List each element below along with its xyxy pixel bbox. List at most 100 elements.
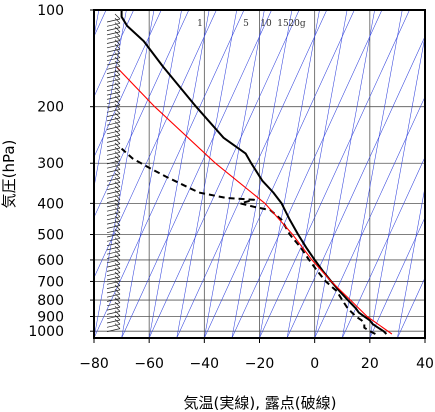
wind-barb-flag — [114, 125, 121, 132]
wind-barb-flag — [114, 280, 121, 286]
wind-barb — [106, 259, 121, 264]
wind-barb — [106, 237, 121, 242]
wind-barb — [106, 104, 121, 109]
mixing-ratio-line — [286, 10, 348, 338]
wind-barb — [106, 156, 121, 160]
mixing-ratio-line — [424, 336, 425, 338]
wind-barb — [106, 293, 121, 298]
wind-barb-flag — [114, 310, 121, 316]
wind-barb — [106, 160, 121, 165]
wind-barb-flag — [114, 147, 121, 153]
x-tick-label: 20 — [361, 356, 379, 372]
wind-barb-flag — [114, 319, 121, 325]
wind-barb-flag — [114, 18, 121, 24]
wind-barb-flag — [114, 108, 121, 114]
isotherm-line — [94, 10, 190, 219]
wind-barb-flag — [114, 35, 121, 41]
mixing-ratio-line — [94, 10, 127, 189]
wind-barb-flag — [114, 13, 121, 20]
wind-barb — [106, 319, 121, 324]
wind-barb-flag — [114, 211, 121, 218]
wind-barb — [106, 35, 121, 40]
wind-barb — [106, 289, 121, 294]
wind-barb-flag — [114, 284, 121, 291]
wind-barb-flag — [114, 185, 121, 192]
wind-barb — [106, 263, 121, 268]
wind-barb-flag — [114, 250, 121, 256]
wind-barb-flag — [114, 30, 121, 37]
wind-barb-flag — [114, 267, 121, 273]
grid-layer — [93, 9, 426, 338]
wind-barb — [106, 74, 121, 79]
mixing-ratio-line — [397, 185, 425, 338]
wind-barb-flag — [114, 52, 121, 58]
wind-barb — [106, 65, 121, 70]
wind-barb — [106, 134, 121, 139]
wind-barb — [106, 173, 121, 178]
wind-barb — [106, 44, 121, 49]
wind-barb — [106, 302, 121, 307]
isotherm-lines — [94, 10, 425, 338]
wind-barb — [106, 78, 121, 83]
y-axis-title: 気圧(hPa) — [0, 140, 18, 209]
wind-barb-flag — [114, 181, 121, 187]
isotherm-line — [341, 156, 425, 338]
wind-barb — [106, 315, 121, 320]
mixing-ratio-lines — [94, 10, 425, 338]
mixing-ratio-line — [314, 10, 375, 338]
wind-barb — [106, 61, 121, 66]
wind-barb-flag — [114, 61, 121, 67]
wind-barbs — [106, 13, 121, 332]
y-tick-label: 800 — [37, 293, 64, 309]
wind-barb — [106, 276, 121, 281]
wind-barb — [106, 121, 121, 126]
y-tick-label: 500 — [37, 228, 64, 244]
wind-barb-flag — [114, 138, 121, 144]
wind-barb-flag — [114, 159, 121, 166]
wind-barb-flag — [114, 276, 121, 282]
wind-barb — [106, 246, 121, 251]
mixing-ratio-label: 15 — [277, 19, 289, 29]
wind-barb-flag — [114, 91, 121, 97]
wind-barb — [106, 126, 121, 130]
wind-barb-flag — [114, 237, 121, 243]
wind-barb — [106, 91, 121, 96]
isotherm-line — [259, 10, 410, 338]
isotherm-line — [314, 96, 425, 338]
wind-barb-flag — [114, 228, 121, 235]
wind-barb-flag — [114, 86, 121, 93]
wind-barb-flag — [114, 293, 121, 299]
x-tick-label: −60 — [134, 356, 164, 372]
mixing-ratio-labels: 1 5 10 15 20g — [197, 19, 306, 29]
wind-barb-flag — [114, 65, 121, 71]
wind-barb-flag — [114, 177, 121, 183]
mixing-ratio-label: 20g — [288, 19, 305, 29]
x-tick-label: −20 — [245, 356, 275, 372]
wind-barb-flag — [114, 190, 121, 196]
wind-barb — [106, 233, 121, 238]
wind-barb-flag — [114, 142, 121, 149]
wind-barb — [106, 216, 121, 221]
isotherm-line — [397, 277, 425, 338]
wind-barb — [106, 22, 121, 27]
wind-barb-flag — [114, 26, 121, 33]
isotherm-line — [121, 10, 272, 338]
wind-barb-flag — [114, 116, 121, 123]
wind-barb-flag — [114, 134, 121, 140]
series-dashed-line — [120, 147, 376, 335]
wind-barb-flag — [114, 314, 121, 321]
isotherm-line — [204, 10, 355, 338]
isotherm-line — [424, 337, 425, 338]
wind-barb — [106, 177, 121, 182]
wind-barb-flag — [114, 202, 121, 209]
wind-barb-flag — [114, 263, 121, 269]
wind-barb — [106, 255, 121, 259]
wind-barb — [106, 18, 121, 23]
wind-barb-flag — [114, 168, 121, 175]
wind-barb — [106, 194, 121, 199]
wind-barb-flag — [114, 198, 121, 205]
wind-barb-flag — [114, 155, 121, 162]
y-tick-label: 600 — [37, 253, 64, 269]
